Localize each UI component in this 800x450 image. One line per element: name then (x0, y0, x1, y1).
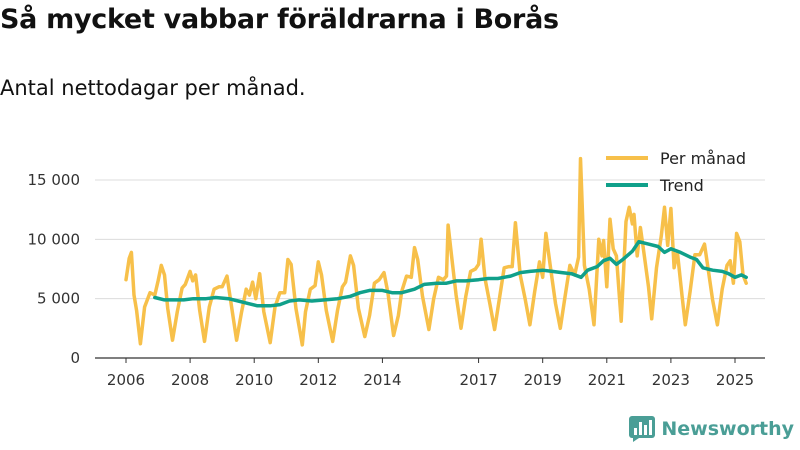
series-line-trend (153, 239, 748, 308)
x-tick-label: 2023 (652, 371, 690, 389)
bar-chart-logo-icon (629, 416, 656, 442)
brand-name: Newsworthy (661, 418, 794, 440)
y-tick-label: 15 000 (28, 171, 81, 189)
legend-label: Trend (659, 176, 704, 195)
y-tick-label: 0 (70, 349, 80, 367)
x-tick-label: 2019 (524, 371, 562, 389)
legend: Per månad Trend (606, 149, 746, 195)
y-axis: 0 5 000 10 000 15 000 (28, 171, 81, 367)
x-tick-label: 2017 (459, 371, 497, 389)
legend-label: Per månad (660, 149, 746, 168)
x-tick-label: 2008 (171, 371, 209, 389)
y-tick-label: 5 000 (37, 290, 80, 308)
x-tick-label: 2021 (588, 371, 626, 389)
chart-title: Så mycket vabbar föräldrarna i Borås (0, 4, 559, 35)
x-axis: 2006 2008 2010 2012 2014 2017 2019 2021 2023 2025 (107, 358, 754, 389)
series-group (124, 156, 748, 347)
series-line-per-manad (124, 156, 748, 347)
newsworthy-logo: Newsworthy (629, 416, 794, 442)
chart-subtitle: Antal nettodagar per månad. (0, 76, 306, 100)
x-tick-label: 2012 (299, 371, 337, 389)
x-tick-label: 2010 (235, 371, 273, 389)
x-tick-label: 2014 (363, 371, 401, 389)
x-tick-label: 2006 (107, 371, 145, 389)
x-tick-label: 2025 (716, 371, 754, 389)
y-tick-label: 10 000 (28, 230, 81, 248)
